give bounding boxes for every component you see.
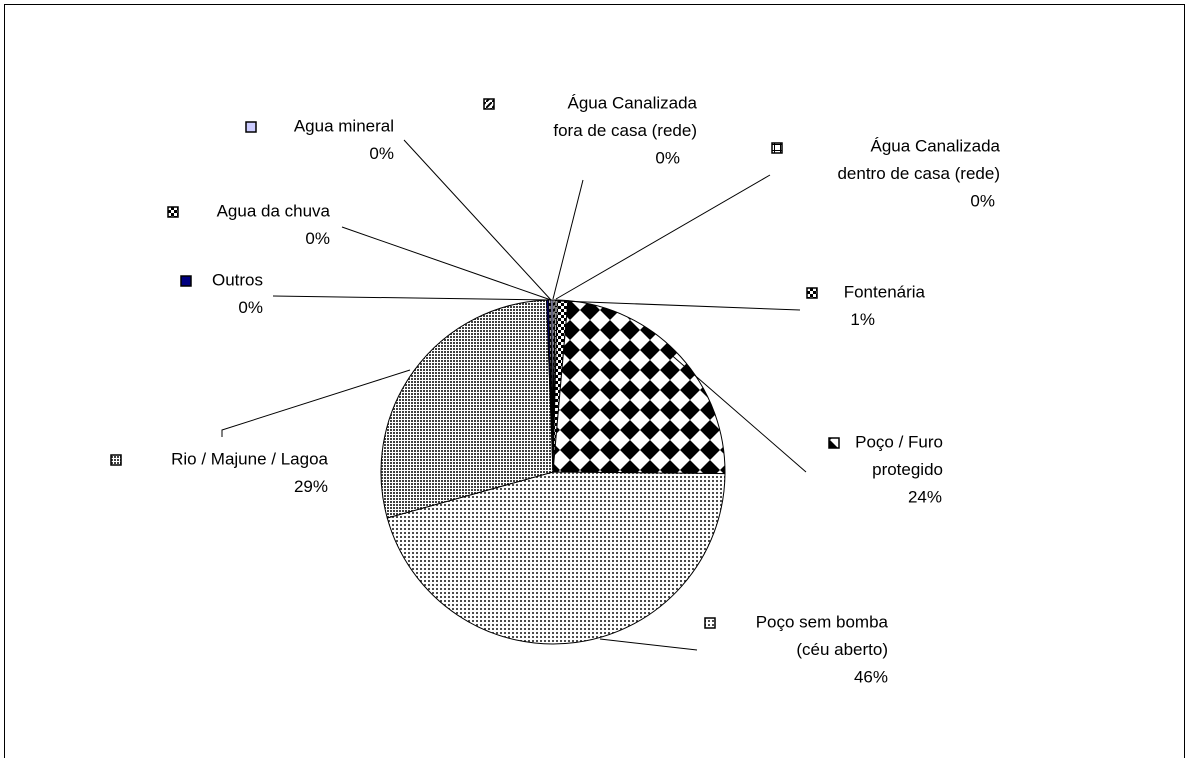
legend-swatch (828, 437, 840, 449)
value-label: 0% (655, 148, 680, 167)
value-label: 0% (238, 298, 263, 317)
leader-line (552, 179, 584, 300)
legend-swatch (704, 617, 716, 629)
legend-swatch (167, 206, 179, 218)
slice-label: Água Canalizada (568, 93, 698, 112)
leader-line (599, 638, 698, 651)
leader-line (341, 226, 552, 301)
pie-slice (380, 299, 554, 519)
slice-label: Agua da chuva (217, 201, 331, 220)
slice-label: Poço sem bomba (756, 612, 889, 631)
value-label: 29% (294, 477, 328, 496)
value-label: 0% (970, 191, 995, 210)
value-label: 24% (908, 487, 942, 506)
legend-swatch (771, 142, 783, 154)
value-label: 1% (850, 310, 875, 329)
leader-line (667, 351, 807, 473)
slice-label: Rio / Majune / Lagoa (171, 449, 328, 468)
leader-line (403, 139, 552, 301)
slice-label: dentro de casa (rede) (837, 164, 1000, 183)
legend-swatch (245, 121, 257, 133)
pie-slice (552, 300, 726, 475)
slice-label: fora de casa (rede) (553, 121, 697, 140)
slice-label: Agua mineral (294, 116, 394, 135)
leader-line (559, 300, 801, 311)
pie-slice (386, 471, 726, 645)
slice-label: protegido (872, 460, 943, 479)
value-label: 0% (369, 144, 394, 163)
leader-line (272, 295, 552, 301)
legend-swatch (483, 98, 495, 110)
slice-label: Outros (212, 270, 263, 289)
legend-swatch (110, 454, 122, 466)
leader-line (221, 369, 411, 437)
legend-swatch (806, 287, 818, 299)
legend-swatch (180, 275, 192, 287)
leader-line (555, 174, 771, 300)
value-label: 0% (305, 229, 330, 248)
slice-label: (céu aberto) (796, 640, 888, 659)
slice-label: Poço / Furo (855, 432, 943, 451)
value-label: 46% (854, 667, 888, 686)
slice-label: Água Canalizada (871, 136, 1001, 155)
slice-label: Fontenária (844, 282, 926, 301)
